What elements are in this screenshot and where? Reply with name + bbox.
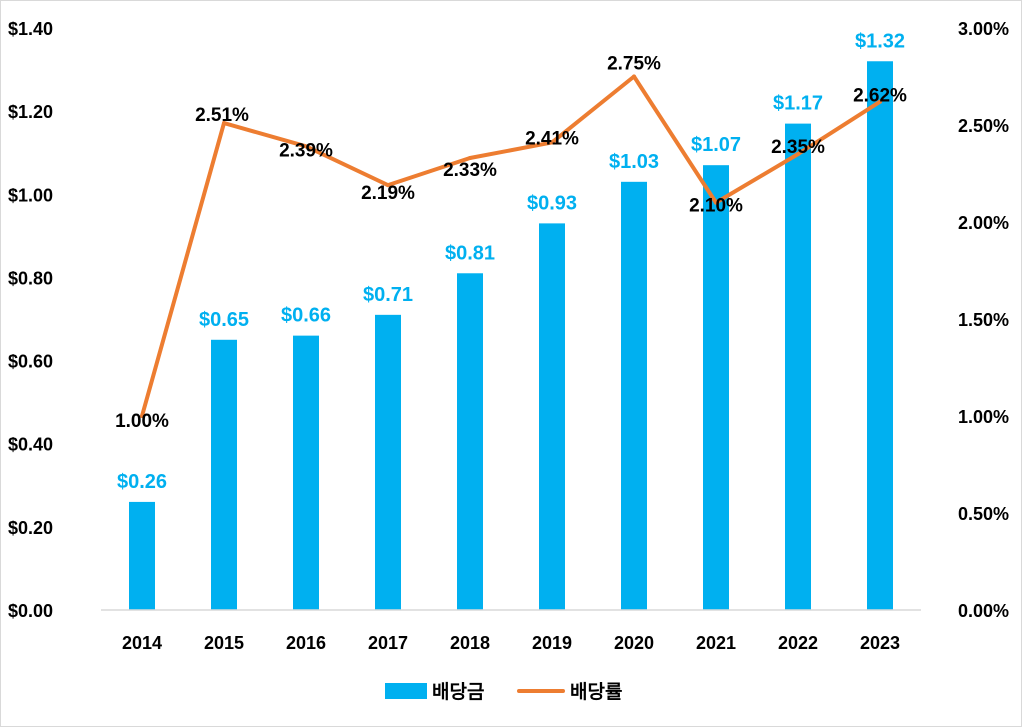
y-left-tick-label: $0.20 (8, 518, 53, 538)
bar-data-label: $1.17 (773, 93, 823, 115)
dividend-yield-line (140, 74, 882, 418)
bar-data-labels: $0.26 $0.65 $0.66 $0.71 $0.81 $0.93 $1.03 $1.07… (117, 30, 905, 493)
line-data-label: 2.10% (689, 196, 743, 217)
bar (375, 314, 401, 610)
bar-series (129, 61, 893, 611)
x-tick-label: 2015 (204, 633, 244, 653)
bar-data-label: $0.93 (527, 192, 577, 214)
line-series (140, 74, 882, 418)
y-right-tick-label: 1.00% (958, 407, 1009, 427)
x-tick-label: 2023 (860, 633, 900, 653)
y-right-tick-label: 2.50% (958, 116, 1009, 136)
x-tick-label: 2020 (614, 633, 654, 653)
bar-data-label: $1.03 (609, 151, 659, 173)
bar-data-label: $0.66 (281, 305, 331, 327)
y-left-tick-label: $0.60 (8, 352, 53, 372)
y-left-tick-label: $1.40 (8, 19, 53, 39)
y-left-tick-label: $0.40 (8, 435, 53, 455)
bar-data-label: $0.26 (117, 471, 167, 493)
line-point (878, 99, 882, 104)
x-tick-label: 2016 (286, 633, 326, 653)
line-point (468, 155, 472, 160)
y-right-tick-label: 2.00% (958, 213, 1009, 233)
bar-data-label: $0.81 (445, 242, 495, 264)
y-left-tick-label: $0.80 (8, 268, 53, 288)
line-data-label: 2.51% (195, 105, 249, 126)
line-data-label: 2.75% (607, 54, 661, 75)
line-point (386, 183, 390, 188)
line-data-label: 2.33% (443, 160, 497, 181)
line-point (796, 152, 800, 157)
left-axis: $0.00 $0.20 $0.40 $0.60 $0.80 $1.00 $1.20 $1.40 (8, 19, 53, 621)
line-point (714, 200, 718, 205)
legend-swatch-bar (385, 683, 427, 699)
y-right-tick-label: 1.50% (958, 310, 1009, 330)
x-tick-label: 2021 (696, 633, 736, 653)
bar (129, 501, 155, 610)
x-tick-label: 2014 (122, 633, 162, 653)
y-right-tick-label: 0.00% (958, 601, 1009, 621)
right-axis: 0.00% 0.50% 1.00% 1.50% 2.00% 2.50% 3.00% (958, 19, 1009, 621)
bar-data-label: $0.65 (199, 309, 249, 331)
bar-data-label: $1.07 (691, 134, 741, 156)
line-data-labels: 1.00% 2.51% 2.39% 2.19% 2.33% 2.41% 2.75% 2.10%… (115, 54, 907, 433)
y-left-tick-label: $1.20 (8, 102, 53, 122)
line-data-label: 2.19% (361, 183, 415, 204)
line-point (304, 144, 308, 149)
y-right-tick-label: 0.50% (958, 504, 1009, 524)
bar (539, 223, 565, 610)
x-tick-label: 2017 (368, 633, 408, 653)
x-tick-label: 2019 (532, 633, 572, 653)
x-tick-label: 2018 (450, 633, 490, 653)
bar (867, 61, 893, 610)
line-point (632, 74, 636, 79)
line-data-label: 1.00% (115, 411, 169, 432)
bar (785, 123, 811, 610)
bar (457, 273, 483, 610)
x-axis: 2014 2015 2016 2017 2018 2019 2020 2021 2022 2023 (122, 633, 900, 653)
line-data-label: 2.39% (279, 140, 333, 161)
line-point (140, 414, 144, 418)
y-left-tick-label: $0.00 (8, 601, 53, 621)
bar (293, 335, 319, 610)
line-data-label: 2.62% (853, 86, 907, 107)
bar (621, 181, 647, 611)
bar (703, 165, 729, 610)
bar-data-label: $1.32 (855, 30, 905, 52)
bar (211, 339, 237, 610)
line-data-label: 2.35% (771, 137, 825, 158)
x-tick-label: 2022 (778, 633, 818, 653)
legend-label-bar: 배당금 (432, 681, 484, 703)
line-data-label: 2.41% (525, 128, 579, 149)
y-left-tick-label: $1.00 (8, 185, 53, 205)
y-right-tick-label: 3.00% (958, 19, 1009, 39)
bar-data-label: $0.71 (363, 284, 413, 306)
line-point (222, 121, 226, 126)
legend-label-line: 배당률 (570, 681, 622, 703)
line-point (550, 140, 554, 145)
legend: 배당금 배당률 (385, 681, 622, 703)
